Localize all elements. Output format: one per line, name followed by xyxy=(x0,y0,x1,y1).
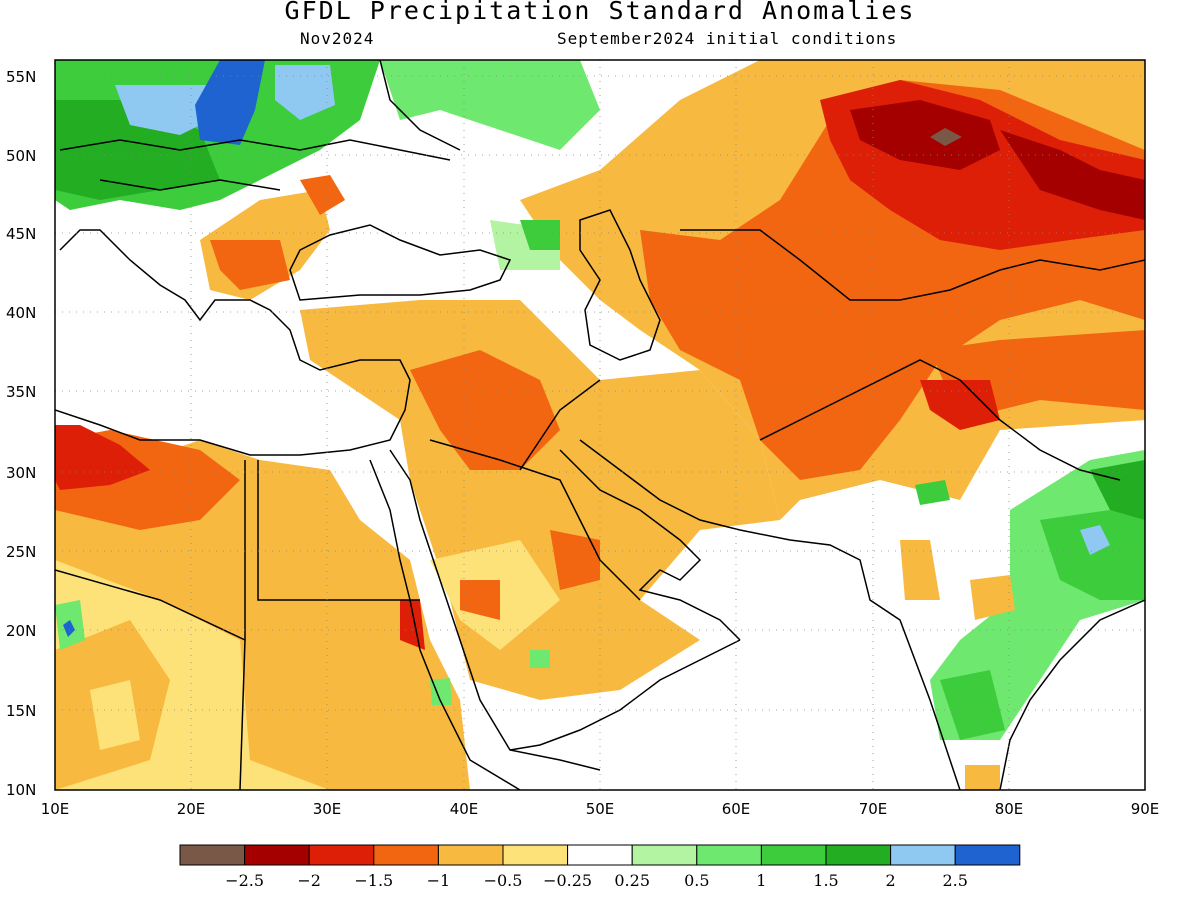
colorbar-swatch xyxy=(760,844,827,866)
lat-label: 15N xyxy=(6,702,36,720)
colorbar-swatch xyxy=(437,844,504,866)
colorbar-swatch xyxy=(244,844,310,866)
anomaly-region xyxy=(920,380,1000,430)
lon-label: 20E xyxy=(177,800,206,818)
colorbar-swatch xyxy=(373,844,439,866)
anomaly-region xyxy=(380,60,600,150)
mediterranean-coast xyxy=(55,229,411,456)
colorbar-swatch xyxy=(631,844,698,866)
lat-label: 50N xyxy=(6,147,36,165)
colorbar: −2.5 −2 −1.5 −1 −0.5 −0.25 0.25 0.5 1 1.5 2 2.5 xyxy=(179,844,1021,890)
india-east-coast xyxy=(999,599,1145,790)
lat-label: 10N xyxy=(6,781,36,799)
lat-label: 45N xyxy=(6,225,36,243)
border-south-asia xyxy=(759,359,1121,481)
lon-label: 40E xyxy=(450,800,479,818)
anomaly-region xyxy=(55,425,150,490)
border-europe xyxy=(59,60,461,191)
iran-coast xyxy=(579,439,961,790)
anomaly-region xyxy=(55,440,470,790)
anomaly-region xyxy=(1080,525,1110,555)
red-sea-coast xyxy=(389,449,601,771)
anomaly-region xyxy=(275,65,335,120)
colorbar-label: −0.25 xyxy=(543,871,592,890)
colorbar-label: −1.5 xyxy=(354,871,393,890)
lat-label: 35N xyxy=(6,383,36,401)
anomaly-region xyxy=(90,680,140,750)
border-arabia xyxy=(429,379,641,601)
colorbar-swatch xyxy=(890,844,956,866)
anomaly-field xyxy=(55,60,1145,790)
anomaly-region xyxy=(965,765,1000,790)
colorbar-swatch xyxy=(696,844,762,866)
lat-label: 30N xyxy=(6,464,36,482)
anomaly-region xyxy=(400,600,425,650)
lon-label: 10E xyxy=(41,800,70,818)
anomaly-region xyxy=(300,300,780,700)
arabian-south-coast xyxy=(509,639,741,751)
coastlines xyxy=(55,60,1145,790)
anomaly-region xyxy=(300,175,345,215)
anomaly-region xyxy=(1000,130,1145,220)
colorbar-label: 1.5 xyxy=(813,871,838,890)
lon-label: 70E xyxy=(859,800,888,818)
lon-label: 50E xyxy=(586,800,615,818)
colorbar-label: −1 xyxy=(427,871,451,890)
y-axis: 10N 15N 20N 25N 30N 35N 40N 45N 50N 55N xyxy=(6,68,36,799)
colorbar-swatch xyxy=(179,844,246,866)
gridlines xyxy=(55,60,1145,790)
x-axis: 10E 20E 30E 40E 50E 60E 70E 80E 90E xyxy=(41,800,1160,818)
colorbar-swatch xyxy=(825,844,892,866)
anomaly-region xyxy=(520,220,560,250)
lon-label: 30E xyxy=(313,800,342,818)
map-frame xyxy=(54,59,1146,791)
black-sea-coast xyxy=(289,224,512,301)
forecast-month: Nov2024 xyxy=(300,29,375,48)
anomaly-region xyxy=(195,60,265,145)
colorbar-swatch xyxy=(502,844,569,866)
colorbar-swatch xyxy=(567,844,633,866)
lon-label: 60E xyxy=(722,800,751,818)
anomaly-region xyxy=(63,620,75,637)
colorbar-label: −0.5 xyxy=(484,871,523,890)
colorbar-label: 0.5 xyxy=(684,871,709,890)
lat-label: 40N xyxy=(6,304,36,322)
border-central-asia xyxy=(680,229,1145,301)
anomaly-region xyxy=(210,240,290,290)
anomaly-region xyxy=(900,540,940,600)
colorbar-swatch xyxy=(954,844,1021,866)
initial-conditions: September2024 initial conditions xyxy=(557,29,898,48)
colorbar-label: −2 xyxy=(297,871,321,890)
anomaly-region xyxy=(970,575,1015,620)
border-africa xyxy=(55,460,420,790)
colorbar-label: 1 xyxy=(756,871,766,890)
colorbar-label: 0.25 xyxy=(614,871,650,890)
lat-label: 25N xyxy=(6,543,36,561)
anomaly-region xyxy=(430,678,452,705)
anomaly-region xyxy=(930,128,962,146)
caspian-coast xyxy=(579,209,661,361)
gulf-coast xyxy=(559,449,741,641)
anomaly-region xyxy=(410,350,560,470)
anomaly-region xyxy=(460,580,500,620)
lon-label: 90E xyxy=(1131,800,1160,818)
anomaly-region xyxy=(850,100,1000,170)
colorbar-label: −2.5 xyxy=(225,871,264,890)
anomaly-region xyxy=(940,670,1005,740)
anomaly-region xyxy=(530,650,550,668)
colorbar-label: 2 xyxy=(886,871,896,890)
lon-label: 80E xyxy=(995,800,1024,818)
map-title: GFDL Precipitation Standard Anomalies xyxy=(284,0,916,25)
colorbar-swatch xyxy=(308,844,375,866)
red-sea-west xyxy=(369,459,521,790)
lat-label: 55N xyxy=(6,68,36,86)
lat-label: 20N xyxy=(6,622,36,640)
colorbar-label: 2.5 xyxy=(942,871,967,890)
anomaly-region xyxy=(915,480,950,505)
anomaly-region xyxy=(550,530,600,590)
anomaly-region xyxy=(1090,460,1145,520)
